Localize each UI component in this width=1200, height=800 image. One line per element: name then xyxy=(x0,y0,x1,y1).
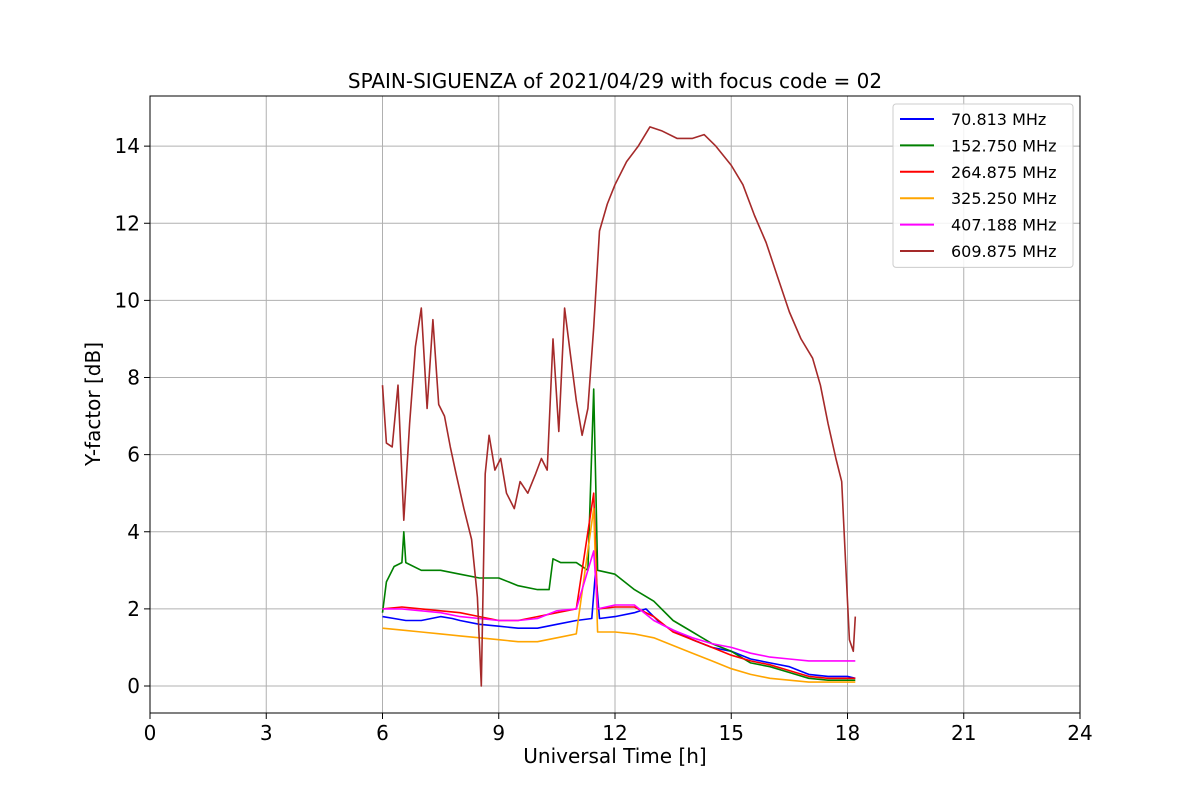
x-tick-label: 0 xyxy=(144,721,157,745)
y-axis-label: Y-factor [dB] xyxy=(81,342,105,467)
series-lines xyxy=(381,126,857,687)
legend-label: 407.188 MHz xyxy=(951,216,1056,235)
series-line-3 xyxy=(382,507,856,683)
grid xyxy=(149,96,1081,713)
y-tick-label: 8 xyxy=(127,366,140,390)
legend-label: 152.750 MHz xyxy=(951,136,1056,155)
y-tick-label: 12 xyxy=(115,211,140,235)
legend: 70.813 MHz 152.750 MHz 264.875 MHz 325.250 … xyxy=(892,103,1074,268)
x-tick-label: 6 xyxy=(376,721,389,745)
x-tick-label: 9 xyxy=(492,721,505,745)
legend-label: 264.875 MHz xyxy=(951,163,1056,182)
y-tick-label: 14 xyxy=(115,134,140,158)
y-tick-label: 6 xyxy=(127,443,140,467)
y-tick-label: 2 xyxy=(127,597,140,621)
legend-label: 325.250 MHz xyxy=(951,189,1056,208)
series-line-4 xyxy=(382,550,856,662)
x-tick-label: 12 xyxy=(602,721,627,745)
y-tick-label: 0 xyxy=(127,674,140,698)
y-tick-label: 10 xyxy=(115,288,140,312)
series-line-0 xyxy=(382,569,856,680)
y-tick-label: 4 xyxy=(127,520,140,544)
chart-title: SPAIN-SIGUENZA of 2021/04/29 with focus … xyxy=(348,69,882,93)
x-tick-label: 18 xyxy=(835,721,860,745)
legend-box xyxy=(892,103,1074,268)
x-axis-label: Universal Time [h] xyxy=(523,744,706,768)
x-tick-label: 15 xyxy=(719,721,744,745)
legend-label: 70.813 MHz xyxy=(951,110,1046,129)
x-tick-label: 24 xyxy=(1067,721,1092,745)
legend-label: 609.875 MHz xyxy=(951,242,1056,261)
series-line-1 xyxy=(381,388,856,681)
x-tick-label: 21 xyxy=(951,721,976,745)
x-tick-label: 3 xyxy=(260,721,273,745)
series-line-2 xyxy=(382,492,856,680)
series-line-5 xyxy=(381,126,857,687)
